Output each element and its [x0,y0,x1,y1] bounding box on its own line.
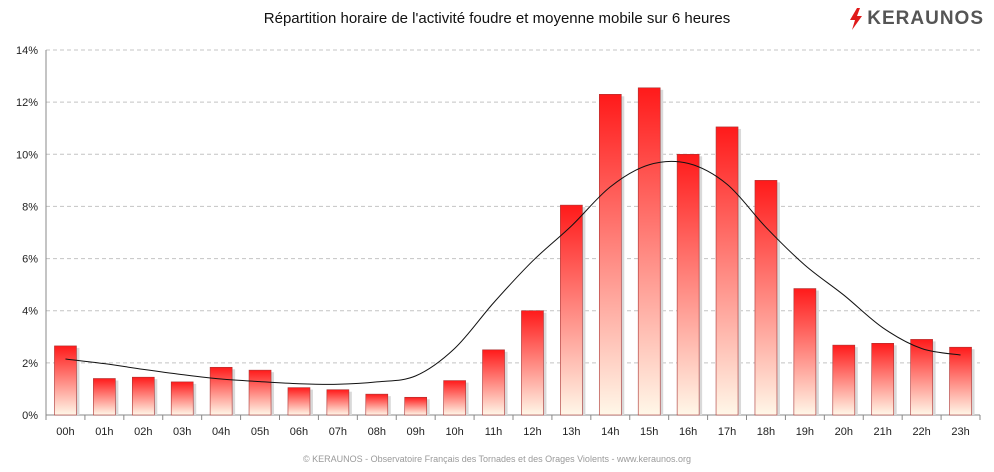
x-tick-label: 09h [407,426,425,438]
bar [93,378,116,416]
bar [365,393,389,416]
grid-lines [46,49,980,364]
bar [326,389,350,416]
y-tick-label: 2% [22,358,38,370]
bar [793,288,817,416]
logo-text: KERAUNOS [867,8,984,29]
y-tick-labels: 0% 2% 4% 6% 8% 10% 12% 14% [16,45,38,422]
y-tick-label: 4% [22,306,38,318]
bar [443,380,466,416]
bar [754,180,778,416]
x-tick-label: 11h [485,426,503,438]
x-tick-label: 01h [95,426,113,438]
x-tick-label: 13h [562,426,580,438]
x-tick-label: 07h [329,426,347,438]
x-tick-label: 10h [445,426,463,438]
x-tick-label: 20h [835,426,853,438]
bar [598,94,622,416]
x-tick-label: 08h [368,426,386,438]
y-tick-label: 14% [16,45,38,57]
x-tick-label: 00h [56,426,74,438]
bar [910,339,933,416]
x-tick-label: 16h [679,426,697,438]
x-tick-label: 23h [951,426,969,438]
x-tick-label: 17h [718,426,736,438]
x-tick-label: 04h [212,426,230,438]
x-tick-label: 15h [640,426,658,438]
bar [715,126,739,416]
x-tick-label: 18h [757,426,775,438]
x-tick-label: 14h [601,426,619,438]
bar [637,87,661,416]
y-tick-label: 12% [16,97,38,109]
bar [287,387,311,416]
bar [404,396,428,416]
axes [45,50,981,420]
x-tick-label: 02h [134,426,152,438]
y-tick-label: 6% [22,254,38,266]
x-tick-label: 19h [796,426,814,438]
y-tick-label: 8% [22,201,38,213]
bar [521,310,544,416]
bar [871,343,895,416]
moving-average-line [65,160,961,385]
y-tick-label: 0% [22,410,38,422]
bar [54,345,77,416]
lightning-bolt-icon [850,8,863,30]
x-tick-label: 21h [874,426,892,438]
x-tick-labels: 00h 01h 02h 03h 04h 05h 06h 07h 08h 09h 10h 11h 12h 1… [56,426,969,438]
bar [482,349,505,416]
x-tick-label: 03h [173,426,191,438]
y-tick-label: 10% [16,149,38,161]
x-tick-label: 05h [251,426,269,438]
bar [209,366,233,416]
bar [248,369,272,416]
x-tick-label: 22h [912,426,930,438]
bar [131,376,155,416]
bar [949,346,972,416]
bar [676,153,700,416]
moving-average-line-series [65,160,961,385]
x-tick-label: 12h [523,426,541,438]
bar-series [54,87,975,416]
bar [170,381,194,416]
bar [832,344,856,416]
bar [560,204,583,416]
chart-title: Répartition horaire de l'activité foudre… [263,10,731,27]
keraunos-logo: KERAUNOS [849,8,984,30]
footer-credits: © KERAUNOS - Observatoire Français des T… [303,454,691,464]
x-tick-label: 06h [290,426,308,438]
